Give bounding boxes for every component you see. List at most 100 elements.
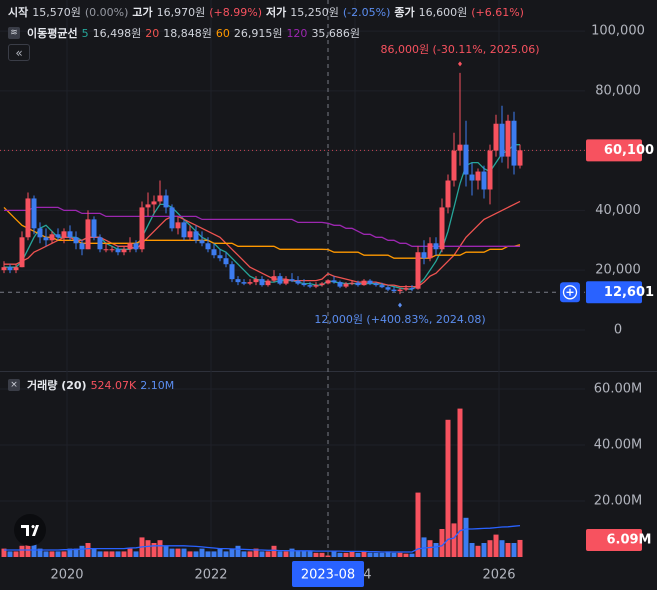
volume-bar — [397, 552, 403, 558]
volume-bar — [217, 548, 223, 558]
volume-bar — [229, 548, 235, 558]
volume-bar — [409, 553, 415, 558]
candle-body — [505, 120, 511, 157]
volume-bar — [199, 548, 205, 558]
candle-body — [139, 207, 145, 250]
volume-bar — [493, 534, 499, 558]
volume-bar — [475, 545, 481, 558]
candle-body — [61, 231, 67, 238]
candle-body — [163, 195, 169, 208]
candle-body — [79, 243, 85, 250]
ohlc-value: 16,970원 — [156, 6, 206, 19]
ma-title: 이동평균선 — [27, 27, 78, 40]
candle-body — [433, 243, 439, 250]
volume-bar — [481, 543, 487, 558]
volume-bar — [415, 492, 421, 558]
candle-body — [145, 204, 151, 208]
candle-body — [259, 279, 265, 286]
volume-legend: × 거래량 (20) 524.07K 2.10M — [8, 377, 174, 393]
candle-body — [151, 201, 157, 205]
volume-bar — [97, 551, 103, 558]
candle-body — [361, 280, 367, 286]
volume-bar — [205, 551, 211, 558]
volume-bar — [349, 551, 355, 558]
volume-bar — [133, 551, 139, 558]
candle-body — [343, 283, 349, 287]
candle-body — [97, 237, 103, 250]
last-price-label: 60,100 — [604, 143, 654, 158]
volume-bar — [457, 408, 463, 558]
x-tick-label: 2022 — [194, 568, 227, 583]
volume-bar — [157, 540, 163, 558]
candle-body — [289, 279, 295, 281]
add-button[interactable] — [560, 282, 580, 303]
candle-body — [427, 243, 433, 259]
volume-bar — [505, 543, 511, 558]
volume-bar — [403, 553, 409, 558]
candle-body — [475, 171, 481, 181]
volume-bar — [7, 551, 13, 558]
candle-body — [307, 285, 313, 287]
candle-body — [367, 280, 373, 284]
candle-body — [85, 219, 91, 250]
ohlc-label: 종가 — [394, 6, 415, 19]
volume-bar — [193, 551, 199, 558]
candle-body — [91, 219, 97, 238]
volume-bar — [283, 551, 289, 558]
volume-bar — [109, 551, 115, 558]
candle-body — [235, 279, 241, 283]
candles — [1, 72, 523, 295]
candle-body — [109, 249, 115, 251]
candle-body — [337, 282, 343, 287]
candle-body — [37, 228, 43, 238]
volume-bar — [145, 540, 151, 558]
candle-body — [199, 240, 205, 244]
add-button-plus — [566, 288, 574, 296]
volume-bar — [373, 552, 379, 558]
volume-bar — [55, 551, 61, 558]
grid — [0, 0, 585, 560]
candle-body — [247, 282, 253, 284]
candle-body — [115, 249, 121, 253]
candle-body — [127, 243, 133, 250]
candle-body — [103, 249, 109, 251]
volume-tick-label: 40.00M — [594, 437, 642, 452]
volume-bar — [187, 551, 193, 558]
crosshair-y-label: 12,601 — [604, 285, 654, 300]
volume-bar — [79, 545, 85, 558]
candle-body — [133, 243, 139, 250]
last-price-box — [586, 139, 642, 162]
crosshair-x-box — [292, 561, 364, 587]
collapse-button[interactable]: « — [8, 44, 30, 61]
ma-icon[interactable]: ≋ — [8, 27, 20, 39]
volume-bar — [163, 545, 169, 558]
volume-bar — [181, 548, 187, 558]
volume-bar — [355, 552, 361, 558]
x-tick-label: 2020 — [50, 568, 83, 583]
candle-body — [241, 282, 247, 284]
volume-legend-value: 524.07K — [90, 378, 137, 392]
candle-body — [349, 282, 355, 284]
volume-icon[interactable]: × — [8, 379, 20, 391]
candle-body — [73, 237, 79, 244]
candle-body — [439, 207, 445, 250]
candle-body — [211, 249, 217, 256]
volume-bar — [271, 545, 277, 558]
volume-bar — [337, 552, 343, 558]
volume-bar — [433, 543, 439, 558]
volume-bar — [211, 551, 217, 558]
candle-body — [13, 267, 19, 271]
ohlc-label: 고가 — [132, 6, 153, 19]
candle-body — [487, 150, 493, 190]
candle-body — [1, 267, 7, 271]
candle-body — [271, 276, 277, 281]
volume-bar — [13, 551, 19, 558]
candle-body — [457, 144, 463, 151]
candle-body — [175, 222, 181, 229]
candle-body — [121, 249, 127, 253]
ma-value: 18,848원 — [163, 27, 212, 40]
logo-mark — [21, 525, 39, 536]
volume-tick-label: 20.00M — [594, 493, 642, 508]
volume-bar — [73, 548, 79, 558]
candle-body — [157, 195, 163, 202]
